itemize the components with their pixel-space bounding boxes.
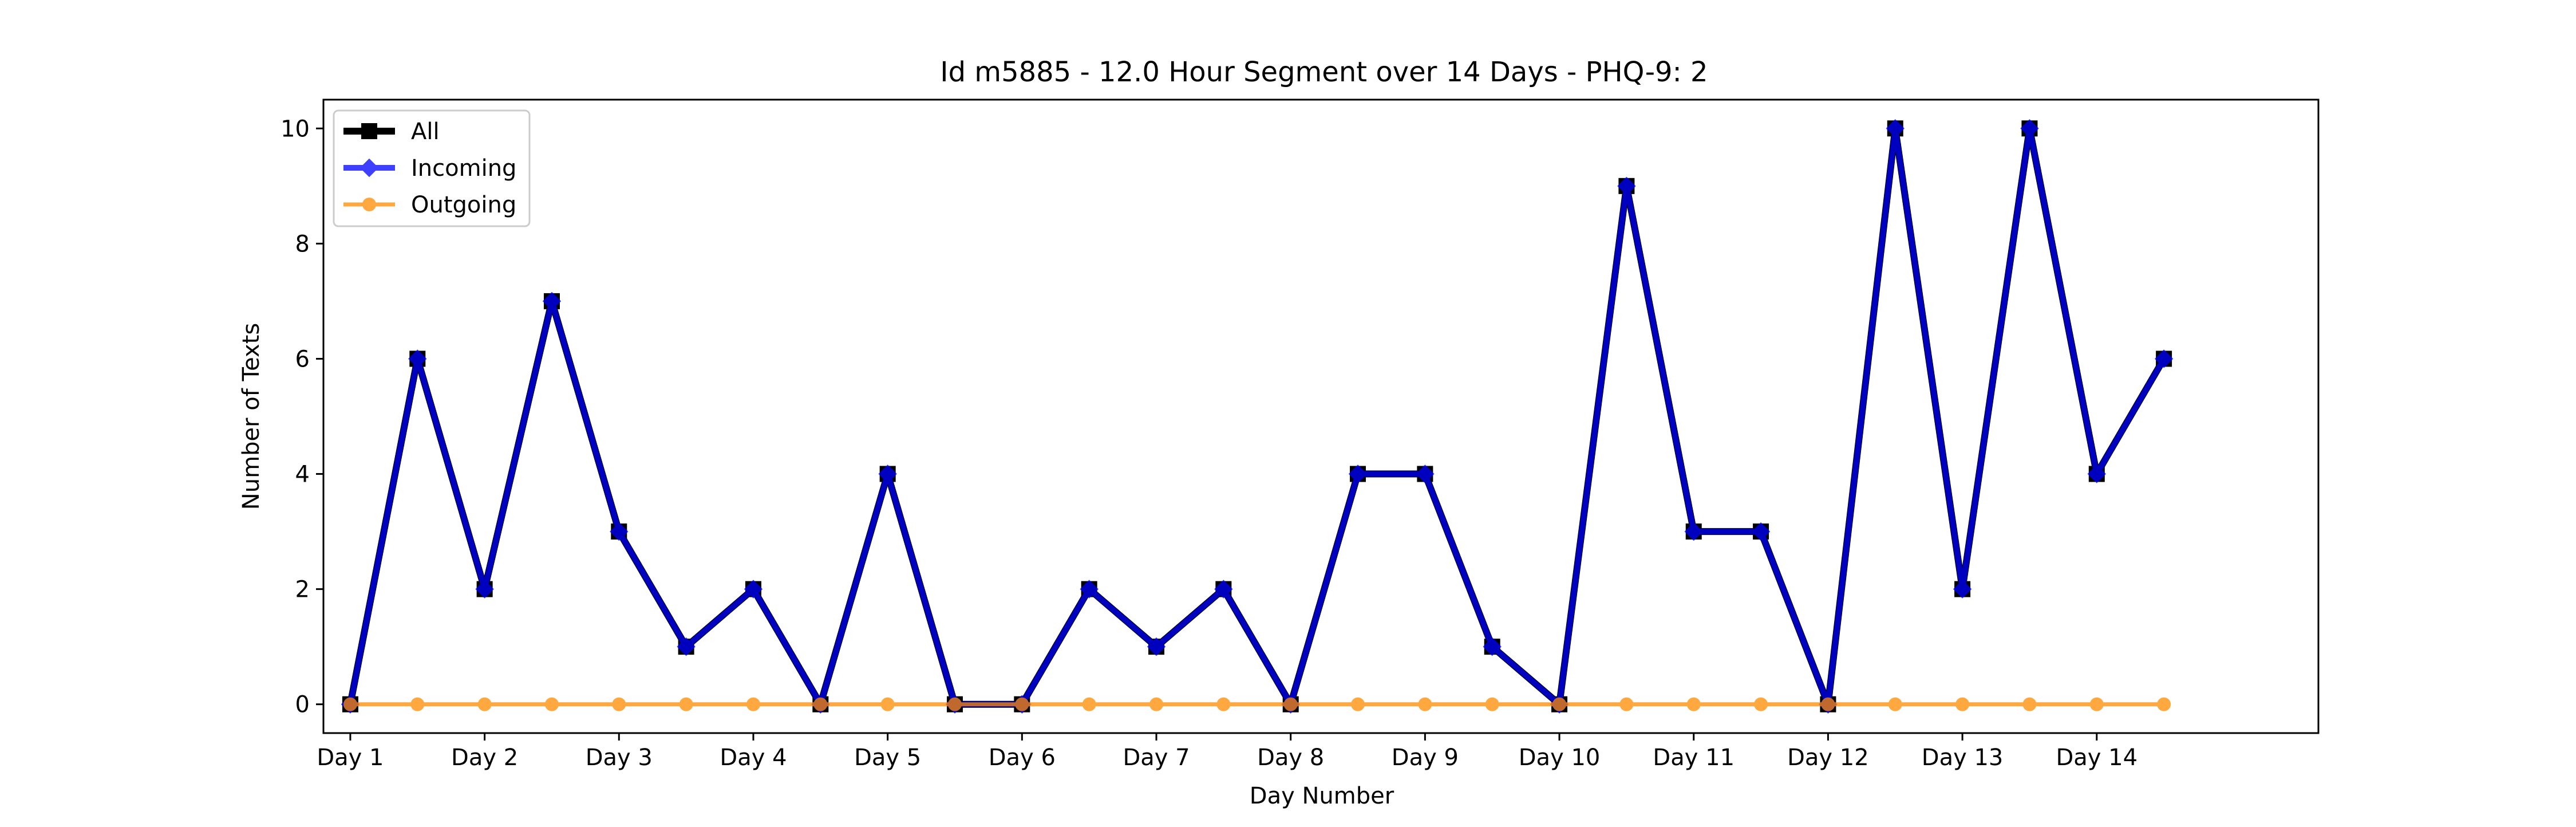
data-point: [1751, 522, 1771, 541]
x-tick-label: Day 13: [1922, 745, 2004, 771]
x-axis-label: Day Number: [1250, 783, 1394, 809]
data-point: [1754, 697, 1768, 711]
data-point: [947, 697, 962, 711]
data-point: [880, 697, 895, 711]
x-tick-label: Day 11: [1653, 745, 1735, 771]
data-point: [1283, 697, 1298, 711]
data-point: [1483, 637, 1502, 656]
axes: 0 2 4 6 8 10 Day 1 Day 2 Day 3 Day 4 Day 5 Day 6 Day…: [280, 116, 2138, 771]
legend-label: All: [411, 119, 440, 145]
data-point: [1080, 580, 1099, 598]
x-tick-label: Day 2: [451, 745, 518, 771]
data-point: [343, 697, 357, 711]
data-point: [1082, 697, 1096, 711]
data-point: [679, 697, 693, 711]
legend: All Incoming Outgoing: [333, 109, 531, 227]
legend-label: Outgoing: [411, 192, 516, 218]
legend-marker: [359, 158, 379, 178]
data-point: [1686, 697, 1701, 711]
y-axis-label: Number of Texts: [238, 323, 264, 510]
x-tick-label: Day 5: [854, 745, 921, 771]
data-point: [1953, 580, 1972, 598]
y-tick-label: 6: [295, 346, 310, 372]
data-point: [878, 464, 897, 483]
data-point: [1149, 697, 1164, 711]
chart-title: Id m5885 - 12.0 Hour Segment over 14 Day…: [940, 56, 1708, 88]
data-point: [408, 349, 427, 368]
data-point: [1684, 522, 1703, 541]
data-point: [746, 697, 760, 711]
data-point: [1552, 697, 1567, 711]
y-tick-label: 4: [295, 462, 310, 488]
data-point: [1147, 637, 1166, 656]
y-tick-label: 0: [295, 692, 310, 718]
data-point: [477, 697, 492, 711]
data-point: [2022, 697, 2037, 711]
data-point: [542, 292, 562, 311]
data-point: [1015, 697, 1029, 711]
data-point: [1348, 464, 1368, 483]
y-tick-label: 8: [295, 231, 310, 257]
series-2: [343, 697, 2171, 711]
data-point: [1888, 697, 1902, 711]
data-point: [1619, 697, 1634, 711]
data-point: [410, 697, 425, 711]
plot-frame: [322, 99, 2320, 734]
legend-marker: [362, 198, 376, 211]
data-point: [813, 697, 828, 711]
data-point: [612, 697, 626, 711]
data-point: [744, 580, 763, 598]
data-point: [1351, 697, 1365, 711]
data-point: [1485, 697, 1499, 711]
data-point: [1617, 176, 1636, 196]
data-point: [2089, 697, 2104, 711]
x-tick-label: Day 14: [2056, 745, 2138, 771]
x-tick-label: Day 8: [1257, 745, 1324, 771]
x-tick-label: Day 12: [1787, 745, 1869, 771]
data-point: [2154, 349, 2174, 368]
data-point: [544, 697, 559, 711]
data-point: [1216, 697, 1231, 711]
series-line: [347, 125, 2167, 707]
x-tick-label: Day 1: [317, 745, 384, 771]
x-tick-label: Day 4: [720, 745, 787, 771]
data-point: [1886, 119, 1905, 138]
x-tick-label: Day 9: [1392, 745, 1459, 771]
plot-marks: [341, 119, 2174, 714]
legend-item: [343, 158, 395, 178]
y-tick-label: 2: [295, 577, 310, 603]
data-point: [1821, 697, 1835, 711]
legend-label: Incoming: [411, 155, 516, 182]
data-point: [1418, 697, 1432, 711]
data-point: [610, 522, 629, 541]
x-tick-label: Day 6: [989, 745, 1056, 771]
data-point: [1416, 464, 1435, 483]
legend-item: [343, 198, 395, 211]
data-point: [1955, 697, 1970, 711]
data-point: [2020, 119, 2039, 138]
data-point: [1214, 580, 1233, 598]
y-tick-label: 10: [280, 116, 310, 142]
x-tick-label: Day 7: [1123, 745, 1190, 771]
legend-marker: [361, 123, 377, 139]
legend-items: All Incoming Outgoing: [343, 119, 516, 218]
data-point: [2157, 697, 2171, 711]
data-point: [2087, 464, 2107, 483]
data-point: [475, 580, 494, 598]
data-point: [677, 637, 696, 656]
x-tick-label: Day 10: [1519, 745, 1601, 771]
legend-box: [333, 109, 531, 227]
legend-item: [343, 123, 395, 139]
x-tick-label: Day 3: [586, 745, 653, 771]
